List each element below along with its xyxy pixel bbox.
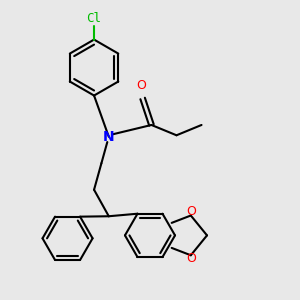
Text: O: O: [136, 79, 146, 92]
Text: N: N: [103, 130, 115, 144]
Text: O: O: [187, 206, 196, 218]
Text: Cl: Cl: [87, 12, 102, 25]
Text: O: O: [187, 252, 196, 265]
